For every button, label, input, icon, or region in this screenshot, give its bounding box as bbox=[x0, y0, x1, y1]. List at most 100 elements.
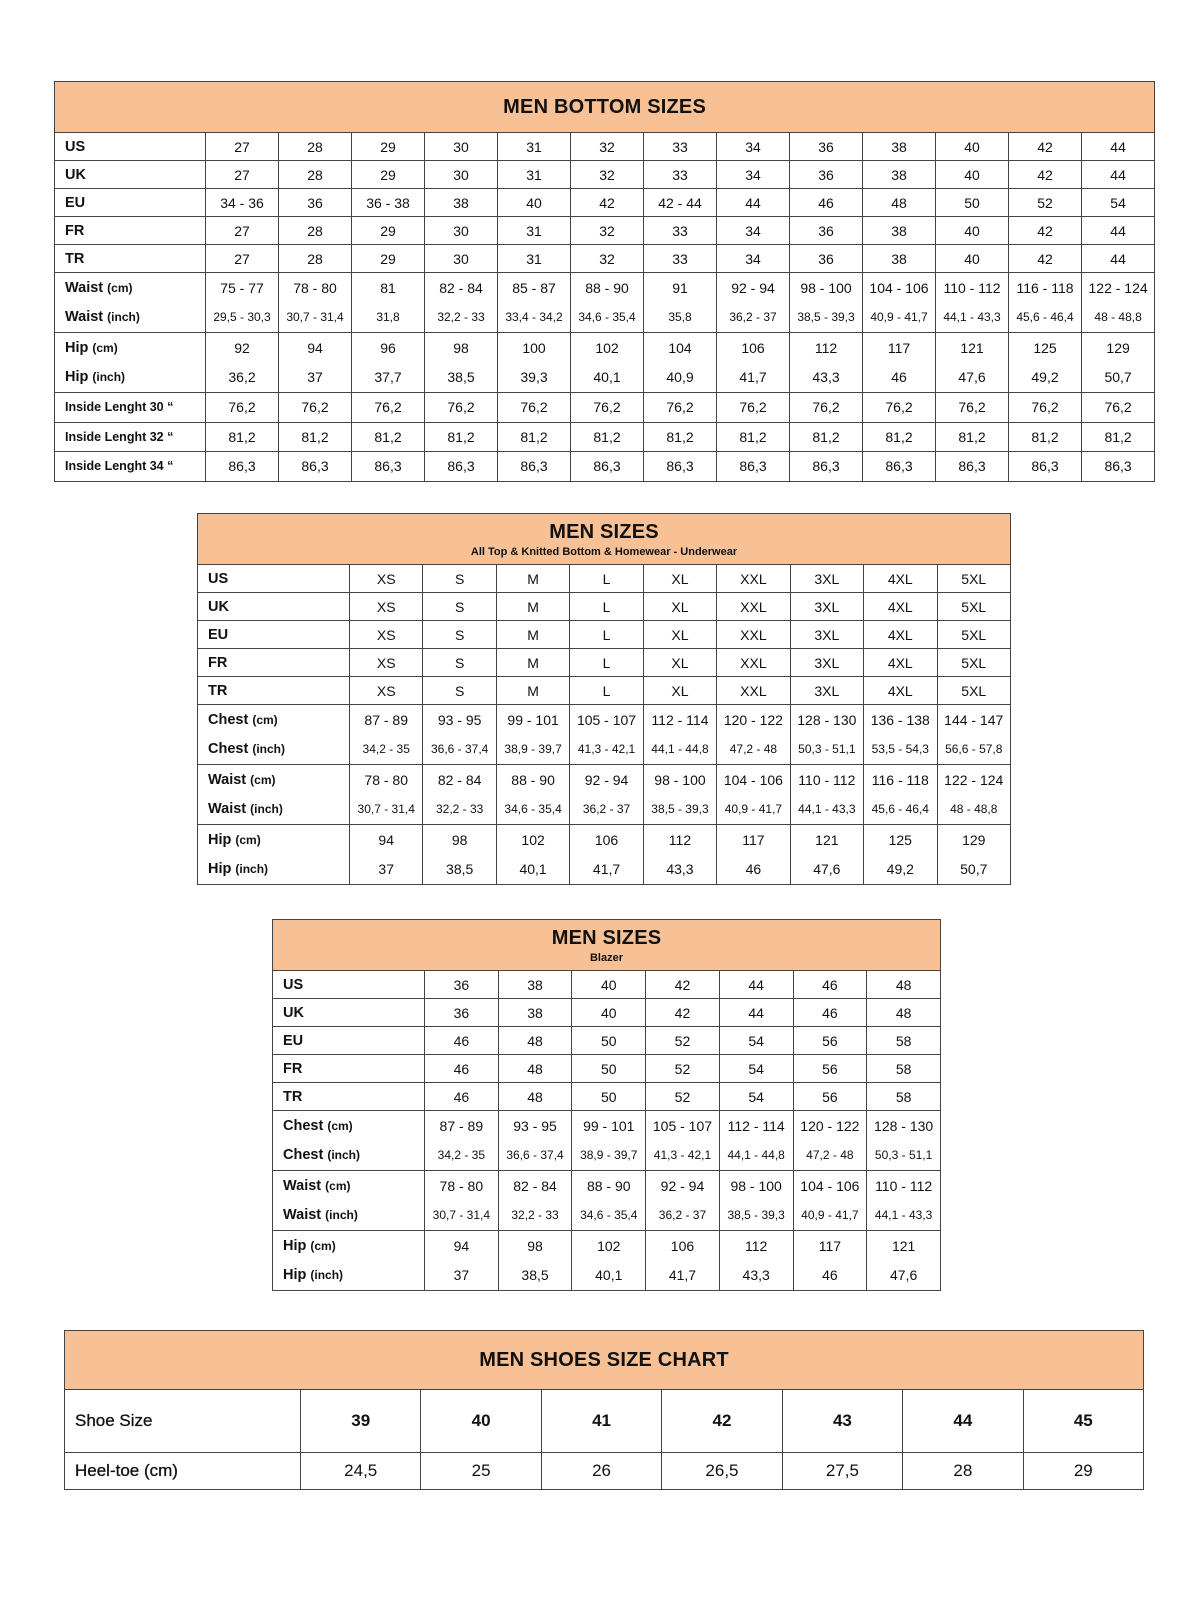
table-cell: 4XL bbox=[863, 564, 938, 593]
table-cell: 98 bbox=[422, 824, 497, 855]
table-row: Chest (inch) 34,2 - 35 36,6 - 37,4 38,9 - 3… bbox=[197, 734, 1012, 765]
table-cell: 76,2 bbox=[1080, 392, 1156, 423]
table-row: Inside Lenght 32 “81,2 81,2 81,2 81,2 81,2 81… bbox=[54, 421, 1156, 452]
table-row: FR 27 28 29 30 31 32 33 34 36 38 40 42 44 bbox=[54, 216, 1156, 245]
table-cell: 58 bbox=[866, 1054, 942, 1083]
table-cell: 76,2 bbox=[351, 392, 425, 423]
table-cell: 50,7 bbox=[936, 854, 1012, 885]
table-cell: 5XL bbox=[936, 620, 1012, 649]
table-cell: 46 bbox=[424, 1054, 499, 1083]
table-cell: 86,3 bbox=[351, 451, 425, 482]
table-cell: 29 bbox=[1022, 1452, 1145, 1490]
row-label: UK bbox=[272, 998, 425, 1027]
table-cell: 56 bbox=[792, 1054, 868, 1083]
table-cell: 38,9 - 39,7 bbox=[495, 734, 571, 765]
row-label: Chest (inch) bbox=[272, 1140, 425, 1171]
table-cell: XL bbox=[642, 564, 718, 593]
table-cell: 48 bbox=[866, 970, 942, 999]
table-cell: 104 bbox=[643, 332, 717, 363]
table-cell: 78 - 80 bbox=[424, 1170, 499, 1201]
table-cell: 36 bbox=[789, 244, 863, 273]
table-cell: XXL bbox=[716, 676, 791, 705]
row-label-text: Hip bbox=[208, 831, 232, 848]
table-cell: 54 bbox=[718, 1054, 794, 1083]
men-bottom-sizes-table: MEN BOTTOM SIZES US 27 28 29 30 31 32 33 34 36 38 40… bbox=[53, 81, 1156, 482]
table-row: Hip (inch) 36,2 37 37,7 38,5 39,3 40,1 40,9 41,7… bbox=[54, 362, 1156, 393]
table-cell: 54 bbox=[1080, 188, 1156, 217]
table-cell: XS bbox=[348, 592, 424, 621]
table-cell: 128 - 130 bbox=[866, 1110, 942, 1141]
table-cell: 40 bbox=[420, 1389, 542, 1453]
row-label-unit: (cm) bbox=[107, 280, 133, 295]
row-label-unit: (inch) bbox=[92, 370, 126, 385]
table-cell: 46 bbox=[424, 1026, 499, 1055]
table-cell: 4XL bbox=[863, 592, 938, 621]
table-cell: 27 bbox=[205, 160, 279, 189]
table-cell: 76,2 bbox=[278, 392, 352, 423]
table-cell: 45 bbox=[1022, 1389, 1145, 1453]
table-cell: L bbox=[569, 620, 644, 649]
table-cell: 76,2 bbox=[205, 392, 279, 423]
table-cell: 3XL bbox=[789, 648, 865, 677]
row-label-text: Hip bbox=[65, 369, 89, 386]
table-header: MEN SHOES SIZE CHART bbox=[63, 1330, 1145, 1390]
table-cell: 112 bbox=[789, 332, 863, 363]
table-cell: 40,9 - 41,7 bbox=[862, 302, 936, 333]
row-label: FR bbox=[54, 216, 206, 245]
table-cell: 78 - 80 bbox=[278, 272, 352, 303]
table-cell: S bbox=[422, 620, 497, 649]
table-cell: 129 bbox=[1080, 332, 1156, 363]
table-cell: 4XL bbox=[863, 620, 938, 649]
table-cell: 33 bbox=[643, 160, 717, 189]
table-cell: 30 bbox=[424, 160, 498, 189]
table-row: Hip (inch) 37 38,5 40,1 41,7 43,3 46 47,6 bbox=[272, 1260, 942, 1291]
table-cell: 41,3 - 42,1 bbox=[569, 734, 644, 765]
table-cell: 34,2 - 35 bbox=[348, 734, 424, 765]
row-label-text: Heel-toe (cm) bbox=[75, 1461, 178, 1480]
table-cell: 38 bbox=[862, 216, 936, 245]
table-cell: 41 bbox=[540, 1389, 663, 1453]
table-cell: 36 - 38 bbox=[351, 188, 425, 217]
table-cell: 104 - 106 bbox=[716, 764, 791, 795]
table-header: MEN SIZES All Top & Knitted Bottom & Home… bbox=[196, 513, 1012, 565]
table-cell: 34,6 - 35,4 bbox=[571, 1200, 647, 1231]
row-label-unit: (inch) bbox=[252, 742, 285, 757]
row-label: FR bbox=[197, 648, 350, 677]
table-cell: 122 - 124 bbox=[1080, 272, 1156, 303]
table-cell: 3XL bbox=[789, 564, 865, 593]
table-cell: 40,9 bbox=[643, 362, 717, 393]
table-cell: 88 - 90 bbox=[495, 764, 571, 795]
table-cell: 125 bbox=[1008, 332, 1082, 363]
table-cell: 112 bbox=[642, 824, 718, 855]
table-cell: 40 bbox=[935, 160, 1009, 189]
row-label: Hip (cm) bbox=[54, 332, 206, 363]
table-cell: 81,2 bbox=[497, 421, 571, 452]
table-cell: 34 - 36 bbox=[205, 188, 279, 217]
table-cell: 110 - 112 bbox=[935, 272, 1009, 303]
table-cell: 86,3 bbox=[716, 451, 790, 482]
table-cell: 33,4 - 34,2 bbox=[497, 302, 571, 333]
table-cell: 4XL bbox=[863, 676, 938, 705]
table-cell: 44,1 - 43,3 bbox=[789, 794, 865, 825]
table-cell: 48 bbox=[497, 1082, 573, 1111]
row-label: UK bbox=[197, 592, 350, 621]
row-label-text: Waist bbox=[65, 309, 104, 326]
table-cell: 39 bbox=[299, 1389, 422, 1453]
table-cell: 46 bbox=[716, 854, 791, 885]
row-label: Inside Lenght 30 “ bbox=[54, 392, 206, 423]
table-cell: 86,3 bbox=[1080, 451, 1156, 482]
row-label-text: EU bbox=[65, 194, 86, 211]
table-cell: 81,2 bbox=[424, 421, 498, 452]
row-label: Waist (inch) bbox=[197, 794, 350, 825]
table-cell: 29 bbox=[351, 244, 425, 273]
table-cell: 102 bbox=[570, 332, 644, 363]
table-title: MEN BOTTOM SIZES bbox=[503, 95, 707, 118]
table-cell: 58 bbox=[866, 1026, 942, 1055]
row-label-text: EU bbox=[283, 1032, 304, 1049]
table-cell: 92 - 94 bbox=[645, 1170, 720, 1201]
table-cell: 110 - 112 bbox=[789, 764, 865, 795]
row-label: Hip (cm) bbox=[197, 824, 350, 855]
table-cell: 105 - 107 bbox=[645, 1110, 720, 1141]
table-cell: M bbox=[495, 676, 571, 705]
men-sizes-tops-table: MEN SIZES All Top & Knitted Bottom & Home… bbox=[196, 513, 1012, 885]
